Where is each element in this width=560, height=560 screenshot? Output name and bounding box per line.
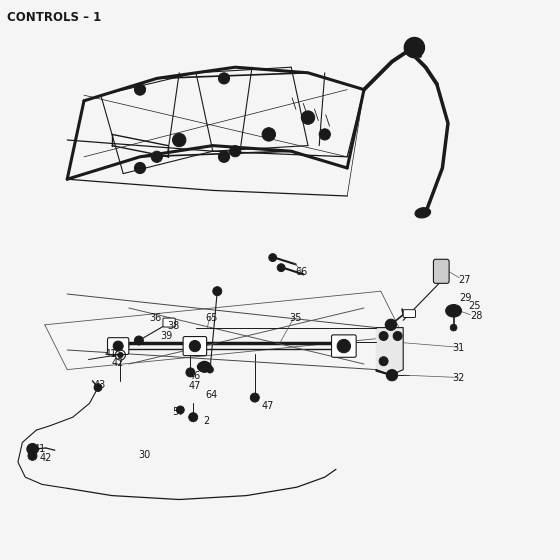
FancyBboxPatch shape xyxy=(183,337,207,356)
Circle shape xyxy=(379,357,388,366)
Circle shape xyxy=(386,370,398,381)
Circle shape xyxy=(27,444,38,455)
Text: 30: 30 xyxy=(138,450,151,460)
Text: 65: 65 xyxy=(206,313,218,323)
Text: 36: 36 xyxy=(150,313,162,323)
Circle shape xyxy=(379,332,388,340)
FancyBboxPatch shape xyxy=(403,310,416,318)
Circle shape xyxy=(301,111,315,124)
Text: CONTROLS – 1: CONTROLS – 1 xyxy=(7,11,101,24)
Circle shape xyxy=(262,128,276,141)
Text: 43: 43 xyxy=(94,380,106,390)
Circle shape xyxy=(218,73,230,84)
Circle shape xyxy=(277,264,285,272)
Text: 25: 25 xyxy=(469,301,481,311)
Circle shape xyxy=(218,151,230,162)
FancyBboxPatch shape xyxy=(108,338,129,354)
Text: 41: 41 xyxy=(105,349,117,359)
Circle shape xyxy=(176,406,184,414)
Text: 28: 28 xyxy=(470,311,482,321)
Circle shape xyxy=(337,339,351,353)
Text: 64: 64 xyxy=(206,390,218,400)
Text: 35: 35 xyxy=(290,313,302,323)
Text: 27: 27 xyxy=(459,275,471,285)
Circle shape xyxy=(450,324,457,331)
Text: 32: 32 xyxy=(452,373,464,383)
Text: 47: 47 xyxy=(189,381,201,391)
Circle shape xyxy=(186,368,195,377)
Circle shape xyxy=(393,332,402,340)
Ellipse shape xyxy=(118,342,129,350)
Circle shape xyxy=(199,361,210,372)
Circle shape xyxy=(250,393,259,402)
Text: 57: 57 xyxy=(172,407,184,417)
Circle shape xyxy=(172,133,186,147)
FancyBboxPatch shape xyxy=(332,335,356,357)
Circle shape xyxy=(134,84,146,95)
Circle shape xyxy=(385,319,396,330)
Circle shape xyxy=(134,336,143,345)
Circle shape xyxy=(207,366,213,373)
Circle shape xyxy=(213,287,222,296)
Circle shape xyxy=(94,384,102,391)
Circle shape xyxy=(151,151,162,162)
Text: 42: 42 xyxy=(111,358,124,368)
Circle shape xyxy=(30,454,35,458)
Circle shape xyxy=(28,451,37,460)
Text: 46: 46 xyxy=(189,371,201,381)
Circle shape xyxy=(189,413,198,422)
Ellipse shape xyxy=(415,208,431,218)
Text: 29: 29 xyxy=(460,293,472,303)
Text: 47: 47 xyxy=(262,401,274,411)
Circle shape xyxy=(269,254,277,262)
Circle shape xyxy=(221,154,227,160)
Circle shape xyxy=(230,146,241,157)
Circle shape xyxy=(113,341,123,351)
Circle shape xyxy=(118,352,123,358)
Circle shape xyxy=(221,76,227,81)
Text: 2: 2 xyxy=(203,416,209,426)
Text: 66: 66 xyxy=(295,267,307,277)
Circle shape xyxy=(137,165,143,171)
Ellipse shape xyxy=(197,362,212,372)
Polygon shape xyxy=(376,328,403,375)
Circle shape xyxy=(404,38,424,58)
Text: 38: 38 xyxy=(167,321,180,331)
Text: 31: 31 xyxy=(452,343,464,353)
Circle shape xyxy=(134,162,146,174)
Circle shape xyxy=(189,340,200,352)
FancyBboxPatch shape xyxy=(163,318,175,327)
Text: 39: 39 xyxy=(161,331,173,341)
Ellipse shape xyxy=(342,342,353,350)
Text: 42: 42 xyxy=(40,452,52,463)
Circle shape xyxy=(449,306,458,315)
Ellipse shape xyxy=(446,305,461,317)
Circle shape xyxy=(137,87,143,92)
Text: 41: 41 xyxy=(33,444,45,454)
FancyBboxPatch shape xyxy=(433,259,449,283)
Circle shape xyxy=(319,129,330,140)
